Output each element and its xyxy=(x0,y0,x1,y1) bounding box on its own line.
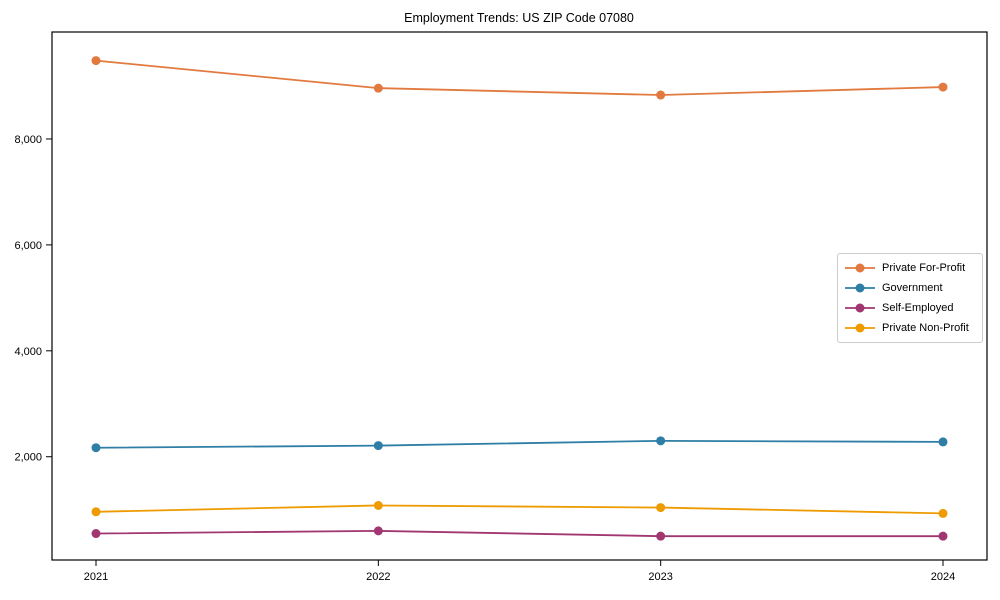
legend-marker-icon xyxy=(845,303,875,313)
data-point-marker xyxy=(373,83,383,93)
data-point-marker xyxy=(91,507,101,517)
legend-marker-icon xyxy=(845,323,875,333)
data-point-marker xyxy=(656,503,666,513)
legend-marker-icon xyxy=(845,263,875,273)
legend: Private For-Profit Government Self-Employe… xyxy=(837,253,983,343)
series-line xyxy=(95,504,944,515)
data-point-marker xyxy=(373,526,383,536)
plot-layer: 2,000 4,000 6,000 8,000 2021 2022 2023 2024 xyxy=(14,31,988,583)
legend-item: Private Non-Profit xyxy=(845,319,975,337)
data-point-marker xyxy=(91,443,101,453)
data-point-marker xyxy=(938,508,948,518)
legend-item: Self-Employed xyxy=(845,299,975,317)
x-tick-label: 2024 xyxy=(931,571,955,583)
data-point-marker xyxy=(656,436,666,446)
legend-label: Self-Employed xyxy=(882,302,954,314)
y-tick-label: 4,000 xyxy=(14,346,42,358)
x-tick-label: 2021 xyxy=(84,571,108,583)
x-tick-label: 2023 xyxy=(648,571,672,583)
series-line xyxy=(95,529,943,538)
series-line xyxy=(95,59,944,96)
chart-title: Employment Trends: US ZIP Code 07080 xyxy=(404,11,634,25)
data-point-marker xyxy=(656,531,666,541)
legend-label: Private For-Profit xyxy=(882,262,966,274)
legend-item: Government xyxy=(845,279,975,297)
y-tick-label: 8,000 xyxy=(14,134,42,146)
data-point-marker xyxy=(373,500,383,510)
legend-label: Government xyxy=(882,282,943,294)
y-tick-label: 2,000 xyxy=(14,452,42,464)
data-point-marker xyxy=(91,56,101,66)
y-tick-label: 6,000 xyxy=(14,240,42,252)
data-point-marker xyxy=(91,529,101,539)
legend-item: Private For-Profit xyxy=(845,259,975,277)
x-tick-label: 2022 xyxy=(366,571,390,583)
data-point-marker xyxy=(938,531,948,541)
legend-marker-icon xyxy=(845,283,875,293)
data-point-marker xyxy=(938,437,948,447)
axes-box xyxy=(51,31,988,561)
data-point-marker xyxy=(373,441,383,451)
legend-label: Private Non-Profit xyxy=(882,322,969,334)
data-point-marker xyxy=(938,82,948,92)
series-line xyxy=(95,439,944,449)
data-point-marker xyxy=(656,90,666,100)
